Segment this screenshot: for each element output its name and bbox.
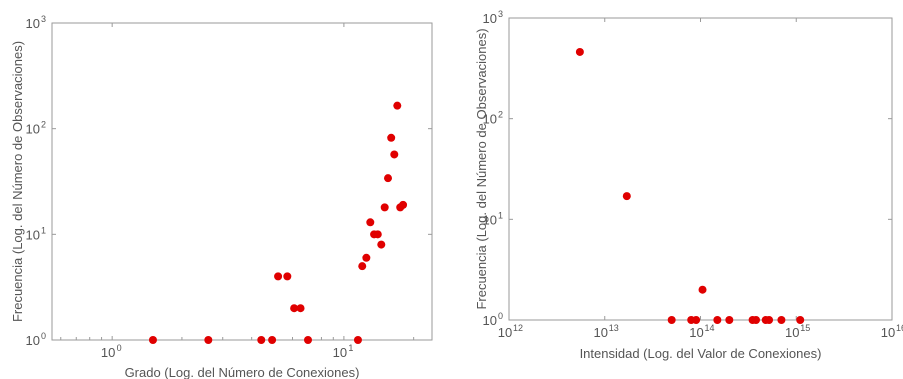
data-point xyxy=(373,230,382,239)
y-tick-exponent: 1 xyxy=(41,225,46,235)
x-tick-label: 10 xyxy=(594,325,608,340)
data-point xyxy=(698,285,707,294)
x-tick-label: 10 xyxy=(689,325,703,340)
y-tick-exponent: 0 xyxy=(498,311,503,321)
y-tick-exponent: 2 xyxy=(498,110,503,120)
data-point xyxy=(393,101,402,110)
data-point xyxy=(148,336,157,344)
data-point xyxy=(777,316,786,324)
data-point xyxy=(692,316,701,324)
data-point xyxy=(303,336,312,344)
data-point xyxy=(752,316,761,324)
y-tick-label: 10 xyxy=(483,212,497,227)
data-point xyxy=(362,253,371,262)
y-tick-label: 10 xyxy=(483,11,497,26)
y-tick-exponent: 1 xyxy=(498,210,503,220)
data-point xyxy=(399,200,408,209)
y-tick-label: 10 xyxy=(26,16,40,31)
data-point xyxy=(387,133,396,142)
x-axis-label: Intensidad (Log. del Valor de Conexiones… xyxy=(580,346,822,361)
chart-2: 10121013101410151016100101102103Intensid… xyxy=(474,9,903,361)
y-tick-label: 10 xyxy=(26,227,40,242)
plot-frame xyxy=(508,17,893,321)
x-tick-exponent: 0 xyxy=(117,343,122,353)
data-point xyxy=(366,218,375,227)
data-point xyxy=(725,316,734,324)
x-tick-label: 10 xyxy=(881,325,895,340)
plot-frame xyxy=(51,22,433,341)
y-tick-label: 10 xyxy=(26,122,40,137)
y-tick-exponent: 2 xyxy=(41,120,46,130)
data-point xyxy=(390,150,399,159)
x-tick-label: 10 xyxy=(101,345,115,360)
y-axis-label: Frecuencia (Log. del Número de Observaci… xyxy=(474,28,489,309)
y-tick-exponent: 3 xyxy=(498,9,503,19)
data-point xyxy=(575,47,584,56)
data-point xyxy=(622,192,631,201)
data-point xyxy=(765,316,774,324)
data-point xyxy=(257,336,266,344)
data-point xyxy=(358,262,367,271)
y-tick-label: 10 xyxy=(26,333,40,348)
x-tick-exponent: 1 xyxy=(348,343,353,353)
y-tick-exponent: 3 xyxy=(41,14,46,24)
data-point xyxy=(380,203,389,212)
x-tick-label: 10 xyxy=(498,325,512,340)
data-point xyxy=(204,336,213,344)
x-tick-exponent: 13 xyxy=(609,323,619,333)
x-tick-exponent: 16 xyxy=(896,323,903,333)
y-tick-label: 10 xyxy=(483,112,497,127)
data-point xyxy=(296,304,305,313)
x-tick-exponent: 14 xyxy=(704,323,714,333)
data-point xyxy=(713,316,722,324)
x-axis-label: Grado (Log. del Número de Conexiones) xyxy=(125,365,360,379)
y-axis-label: Frecuencia (Log. del Número de Observaci… xyxy=(10,41,25,322)
y-tick-exponent: 0 xyxy=(41,331,46,341)
data-point xyxy=(667,316,676,324)
y-tick-label: 10 xyxy=(483,313,497,328)
data-point xyxy=(383,174,392,183)
data-point xyxy=(283,272,292,281)
data-point xyxy=(268,336,277,344)
x-tick-exponent: 12 xyxy=(513,323,523,333)
data-point xyxy=(353,336,362,344)
data-point xyxy=(290,304,299,313)
x-tick-exponent: 15 xyxy=(800,323,810,333)
data-point xyxy=(796,316,805,324)
x-tick-label: 10 xyxy=(333,345,347,360)
x-tick-label: 10 xyxy=(785,325,799,340)
data-point xyxy=(274,272,283,281)
data-point xyxy=(377,240,386,249)
